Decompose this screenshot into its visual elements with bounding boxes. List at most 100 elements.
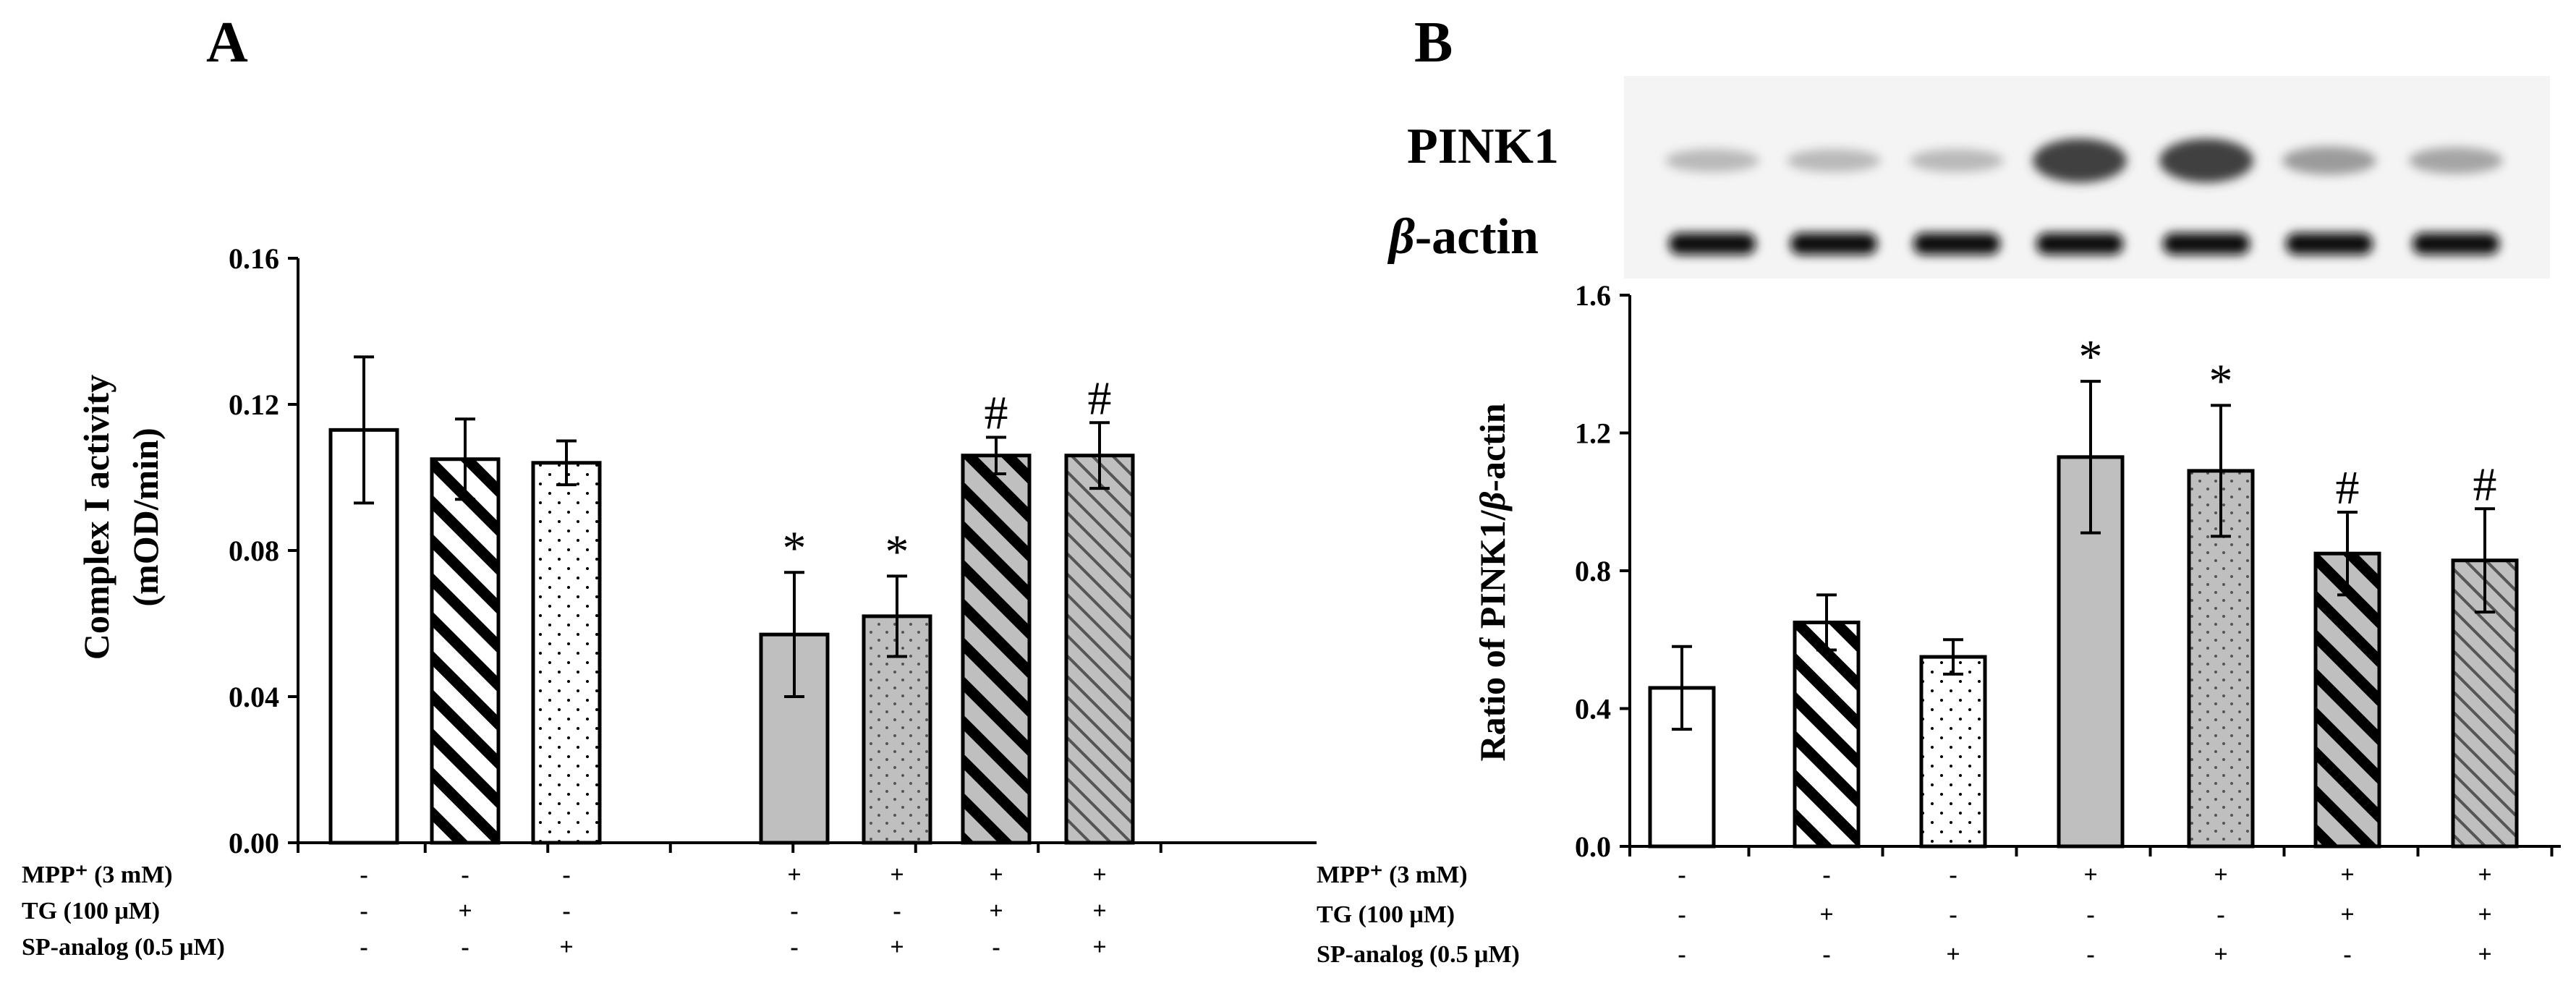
condition-label: TG (100 μM) [1317, 901, 1455, 928]
condition-symbol: + [890, 862, 904, 888]
panel-b-chart: 0.0 0.4 0.8 1.2 1.6 * * # # [1575, 279, 2561, 863]
condition-symbol: - [2343, 941, 2351, 968]
significance-mark: # [985, 386, 1008, 439]
condition-symbol: - [360, 898, 367, 924]
condition-symbol: - [461, 862, 469, 888]
significance-mark: # [1088, 372, 1112, 425]
condition-symbol: - [461, 934, 469, 961]
bar [531, 461, 602, 845]
y-tick-label: 0.12 [229, 388, 279, 421]
condition-symbol: - [1678, 901, 1686, 928]
condition-symbol: - [2216, 901, 2224, 928]
blot-band-actin [1669, 233, 1756, 255]
blot-pink1-label: PINK1 [1407, 119, 1559, 174]
panel-b-letter: B [1414, 11, 1453, 75]
y-tick-label: 0.0 [1575, 830, 1611, 863]
condition-label: MPP⁺ (3 mM) [1317, 862, 1468, 888]
western-blot: PINK1 β-actin [1387, 76, 2550, 279]
blot-band-actin [2163, 233, 2250, 255]
panel-a-ylabel-line2: (mOD/min) [125, 428, 166, 606]
significance-mark: * [885, 525, 909, 578]
panel-b-conditions: MPP⁺ (3 mM) - - - + + + + TG (100 μM) - + - - - + + SP-a… [1317, 862, 2492, 968]
blot-band-pink1 [2282, 146, 2376, 175]
condition-symbol: + [2478, 901, 2491, 928]
bar [1919, 655, 1987, 849]
blot-actin-label: β-actin [1387, 209, 1539, 265]
condition-symbol: + [890, 934, 904, 961]
condition-symbol: + [1819, 901, 1833, 928]
blot-band-pink1 [2159, 138, 2253, 183]
y-tick-label: 0.8 [1575, 555, 1611, 587]
panel-b-ylabel-suffix: -actin [1472, 403, 1513, 491]
condition-symbol: - [1949, 901, 1957, 928]
blot-band-pink1 [1665, 149, 1759, 172]
condition-symbol: - [2086, 941, 2094, 968]
bar [430, 457, 501, 845]
blot-bands [1665, 138, 2503, 255]
condition-symbol: + [2478, 862, 2491, 888]
condition-symbol: - [562, 862, 570, 888]
bar [1793, 620, 1861, 849]
condition-symbol: - [1822, 862, 1830, 888]
condition-symbol: - [562, 898, 570, 924]
condition-symbol: + [2214, 941, 2227, 968]
bar [961, 454, 1032, 845]
condition-symbol: - [360, 862, 367, 888]
blot-actin-beta: β [1387, 209, 1415, 265]
condition-label: TG (100 μM) [22, 898, 160, 924]
condition-symbol: - [1678, 862, 1686, 888]
condition-symbol: - [790, 934, 798, 961]
y-tick-label: 1.2 [1575, 417, 1611, 450]
y-tick-label: 0.16 [229, 242, 279, 275]
blot-band-actin [2036, 233, 2123, 255]
blot-band-actin [1790, 233, 1877, 255]
bar [1064, 454, 1135, 845]
bar [2313, 551, 2381, 849]
condition-symbol: - [790, 898, 798, 924]
condition-label: SP-analog (0.5 μM) [22, 934, 225, 961]
panel-a-ylabel-line1: Complex I activity [76, 375, 116, 660]
condition-symbol: - [893, 898, 901, 924]
condition-symbol: + [2083, 862, 2097, 888]
y-tick-label: 0.00 [229, 827, 279, 859]
panel-b-ylabel: Ratio of PINK1/β-actin [1472, 403, 1513, 761]
condition-symbol: + [2340, 901, 2354, 928]
significance-mark: * [2209, 354, 2233, 407]
condition-symbol: + [2214, 862, 2227, 888]
blot-band-actin [2413, 233, 2499, 255]
condition-symbol: + [1092, 862, 1106, 888]
condition-symbol: + [1092, 934, 1106, 961]
significance-mark: * [2079, 331, 2103, 383]
y-tick-label: 0.4 [1575, 693, 1611, 726]
blot-band-actin [1913, 233, 2000, 255]
blot-band-pink1 [1787, 149, 1881, 172]
blot-band-pink1 [1910, 149, 2004, 172]
condition-symbol: - [1822, 941, 1830, 968]
condition-symbol: + [1946, 941, 1960, 968]
condition-symbol: + [2478, 941, 2491, 968]
y-tick-label: 0.04 [229, 681, 279, 713]
condition-symbol: + [787, 862, 801, 888]
y-tick-label: 0.08 [229, 535, 279, 567]
blot-actin-rest: -actin [1415, 209, 1539, 265]
panel-b-ylabel-beta: β [1472, 491, 1513, 511]
y-tick-label: 1.6 [1575, 279, 1611, 312]
panel-a-chart: 0.00 0.04 0.08 0.12 0.16 * * # # [229, 242, 1317, 859]
condition-symbol: - [992, 934, 1000, 961]
panel-b-ylabel-prefix: Ratio of PINK1/ [1472, 509, 1513, 761]
significance-mark: # [2473, 458, 2497, 511]
significance-mark: # [2336, 462, 2360, 514]
condition-symbol: + [2340, 862, 2354, 888]
condition-label: SP-analog (0.5 μM) [1317, 941, 1520, 968]
condition-symbol: + [989, 898, 1003, 924]
condition-symbol: - [1949, 862, 1957, 888]
blot-band-pink1 [2033, 138, 2127, 183]
condition-symbol: + [989, 862, 1003, 888]
panel-a-letter: A [206, 11, 248, 75]
condition-symbol: + [559, 934, 573, 961]
condition-symbol: - [360, 934, 367, 961]
blot-band-actin [2286, 233, 2373, 255]
condition-symbol: + [1092, 898, 1106, 924]
significance-mark: * [783, 522, 807, 574]
